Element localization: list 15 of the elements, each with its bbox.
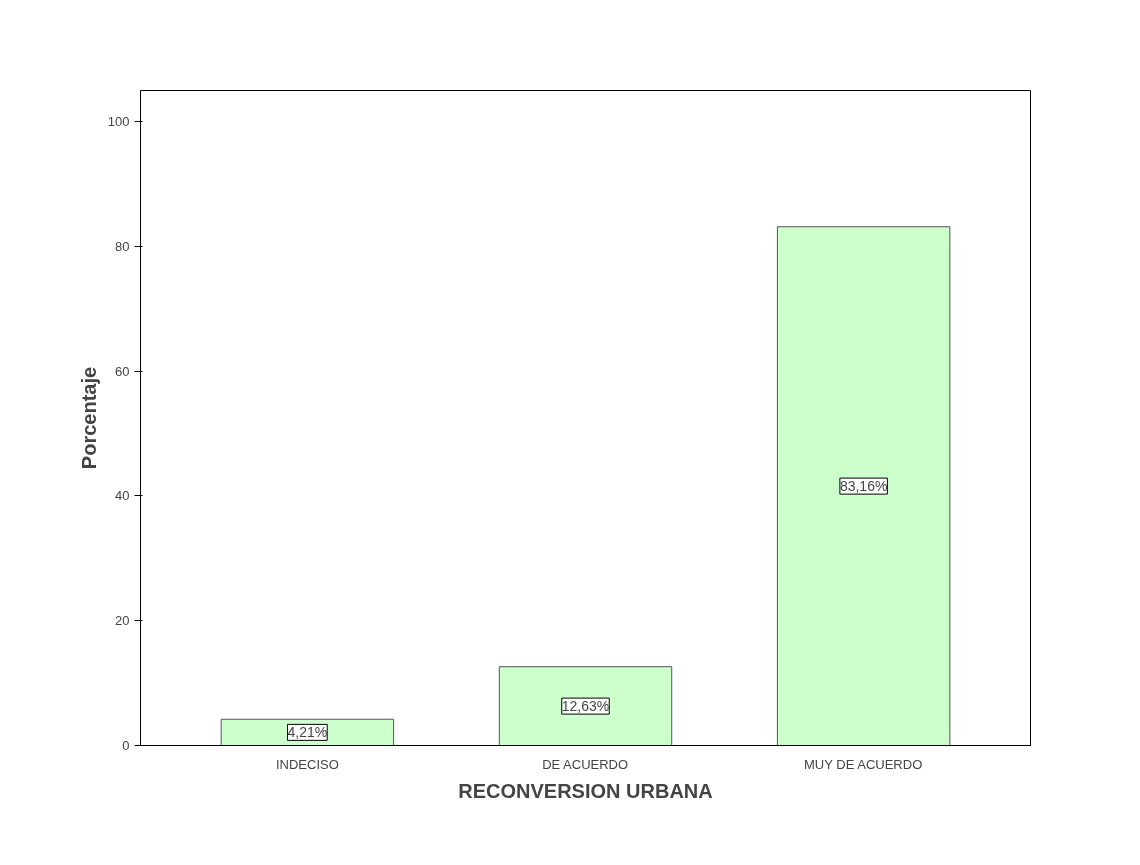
x-tick-label: MUY DE ACUERDO: [804, 756, 923, 772]
data-label: 12,63%: [561, 698, 610, 715]
y-tick-label: 0: [122, 738, 130, 753]
y-tick-label: 80: [115, 238, 130, 254]
x-tick-label: DE ACUERDO: [542, 756, 629, 772]
bar: [776, 226, 951, 746]
x-axis-title: RECONVERSION URBANA: [458, 779, 713, 802]
y-tick-label: 40: [115, 488, 130, 504]
y-tick-label: 60: [115, 363, 130, 379]
bar: [498, 666, 673, 746]
y-tick-label: 20: [115, 613, 130, 629]
y-axis-title: Porcentaje: [77, 366, 100, 470]
data-label: 83,16%: [839, 478, 888, 495]
y-tick-label: 100: [107, 114, 130, 130]
x-tick-label: INDECISO: [275, 756, 339, 772]
